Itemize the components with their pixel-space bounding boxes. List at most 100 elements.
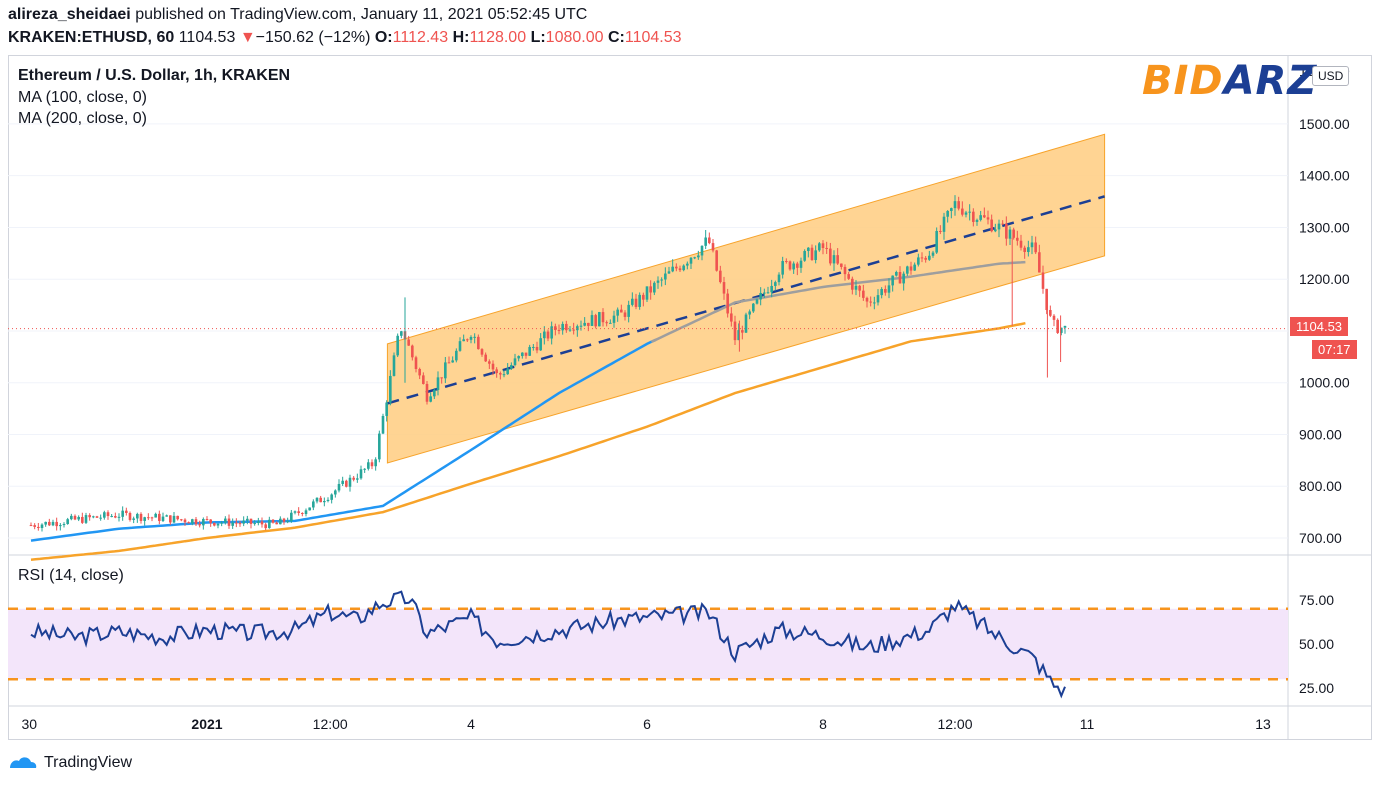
candle-242	[917, 253, 920, 267]
candle-47	[202, 517, 205, 530]
author-name[interactable]: alireza_sheidaei	[8, 6, 131, 23]
candle-body	[466, 339, 469, 341]
candle-body	[1038, 252, 1041, 273]
candle-260	[983, 207, 986, 219]
candle-body	[788, 261, 792, 270]
candle-121	[473, 333, 476, 344]
candle-202	[770, 279, 773, 298]
candle-body	[444, 362, 447, 379]
candle-203	[774, 280, 777, 291]
time-tick-label: 4	[467, 716, 475, 732]
candle-266	[1005, 216, 1008, 246]
candle-184	[704, 229, 707, 250]
candle-52	[220, 520, 223, 527]
candle-body	[924, 257, 927, 260]
candle-17	[92, 515, 95, 519]
candle-181	[693, 256, 696, 260]
candle-body	[231, 522, 234, 526]
candle-body	[121, 510, 124, 517]
time-tick-label: 13	[1255, 716, 1271, 732]
candle-body	[260, 521, 264, 525]
candle-body	[62, 524, 66, 526]
candle-body	[491, 363, 495, 370]
candle-body	[183, 519, 187, 523]
candle-251	[950, 207, 953, 219]
candle-107	[422, 372, 425, 385]
candle-body	[469, 337, 473, 340]
candle-282	[1063, 325, 1067, 334]
candle-96	[381, 413, 385, 435]
price-tick-label: 1400.00	[1299, 168, 1350, 184]
candle-body	[616, 309, 619, 316]
candle-205	[781, 256, 784, 279]
parallel-channel	[386, 133, 1106, 464]
currency-button[interactable]: USD	[1312, 66, 1350, 86]
candle-body	[935, 230, 938, 253]
candle-225	[854, 280, 858, 296]
candle-48	[205, 516, 209, 521]
candle-body	[708, 237, 711, 244]
candle-body	[1063, 325, 1067, 328]
time-tick-label: 12:00	[937, 716, 972, 732]
candle-body	[297, 511, 300, 514]
candle-body	[1060, 327, 1063, 333]
candle-body	[532, 346, 535, 348]
candle-body	[942, 216, 946, 232]
candle-body	[396, 335, 399, 356]
candle-3	[40, 523, 44, 532]
candle-138	[535, 341, 539, 354]
candle-body	[220, 522, 223, 524]
candle-body	[880, 288, 883, 296]
candle-body	[1008, 229, 1012, 239]
candle-body	[873, 302, 876, 304]
candle-body	[840, 263, 843, 267]
candle-body	[983, 215, 986, 218]
candle-123	[480, 348, 484, 357]
candle-115	[451, 356, 454, 363]
candle-body	[433, 389, 436, 397]
candle-body	[623, 312, 627, 317]
candle-99	[392, 352, 396, 377]
candle-256	[968, 204, 971, 221]
candle-body	[114, 516, 117, 518]
candle-body	[33, 525, 36, 527]
candle-109	[429, 392, 432, 403]
candle-226	[858, 284, 861, 297]
candle-body	[73, 515, 77, 520]
candle-29	[136, 512, 139, 523]
candle-body	[279, 518, 282, 525]
candle-body	[961, 208, 964, 215]
tradingview-footer[interactable]: TradingView	[8, 754, 132, 772]
candle-body	[502, 374, 506, 376]
candle-217	[825, 241, 828, 254]
candle-body	[1001, 223, 1004, 225]
candle-197	[752, 302, 755, 313]
candle-44	[191, 518, 194, 526]
candle-119	[466, 338, 469, 343]
candle-110	[433, 388, 436, 400]
candle-120	[469, 335, 473, 344]
candle-body	[748, 311, 751, 315]
candle-body	[825, 247, 828, 249]
candle-body	[117, 516, 121, 518]
candle-130	[506, 363, 509, 375]
candle-275	[1038, 244, 1041, 273]
candle-23	[114, 512, 117, 519]
candle-279	[1052, 314, 1056, 327]
candle-105	[414, 355, 418, 373]
candle-body	[550, 326, 553, 339]
candle-body	[455, 350, 458, 361]
candle-36	[161, 512, 165, 523]
rsi-tick-label: 25.00	[1299, 680, 1334, 696]
candle-body	[953, 201, 957, 209]
candle-186	[711, 238, 715, 253]
time-tick-label: 6	[643, 716, 651, 732]
candle-84	[337, 479, 341, 493]
candle-170	[653, 281, 656, 296]
candle-228	[865, 296, 869, 308]
candle-body	[319, 497, 322, 503]
candle-12	[73, 514, 77, 521]
candle-body	[598, 312, 601, 327]
high-value: 1128.00	[469, 29, 527, 46]
